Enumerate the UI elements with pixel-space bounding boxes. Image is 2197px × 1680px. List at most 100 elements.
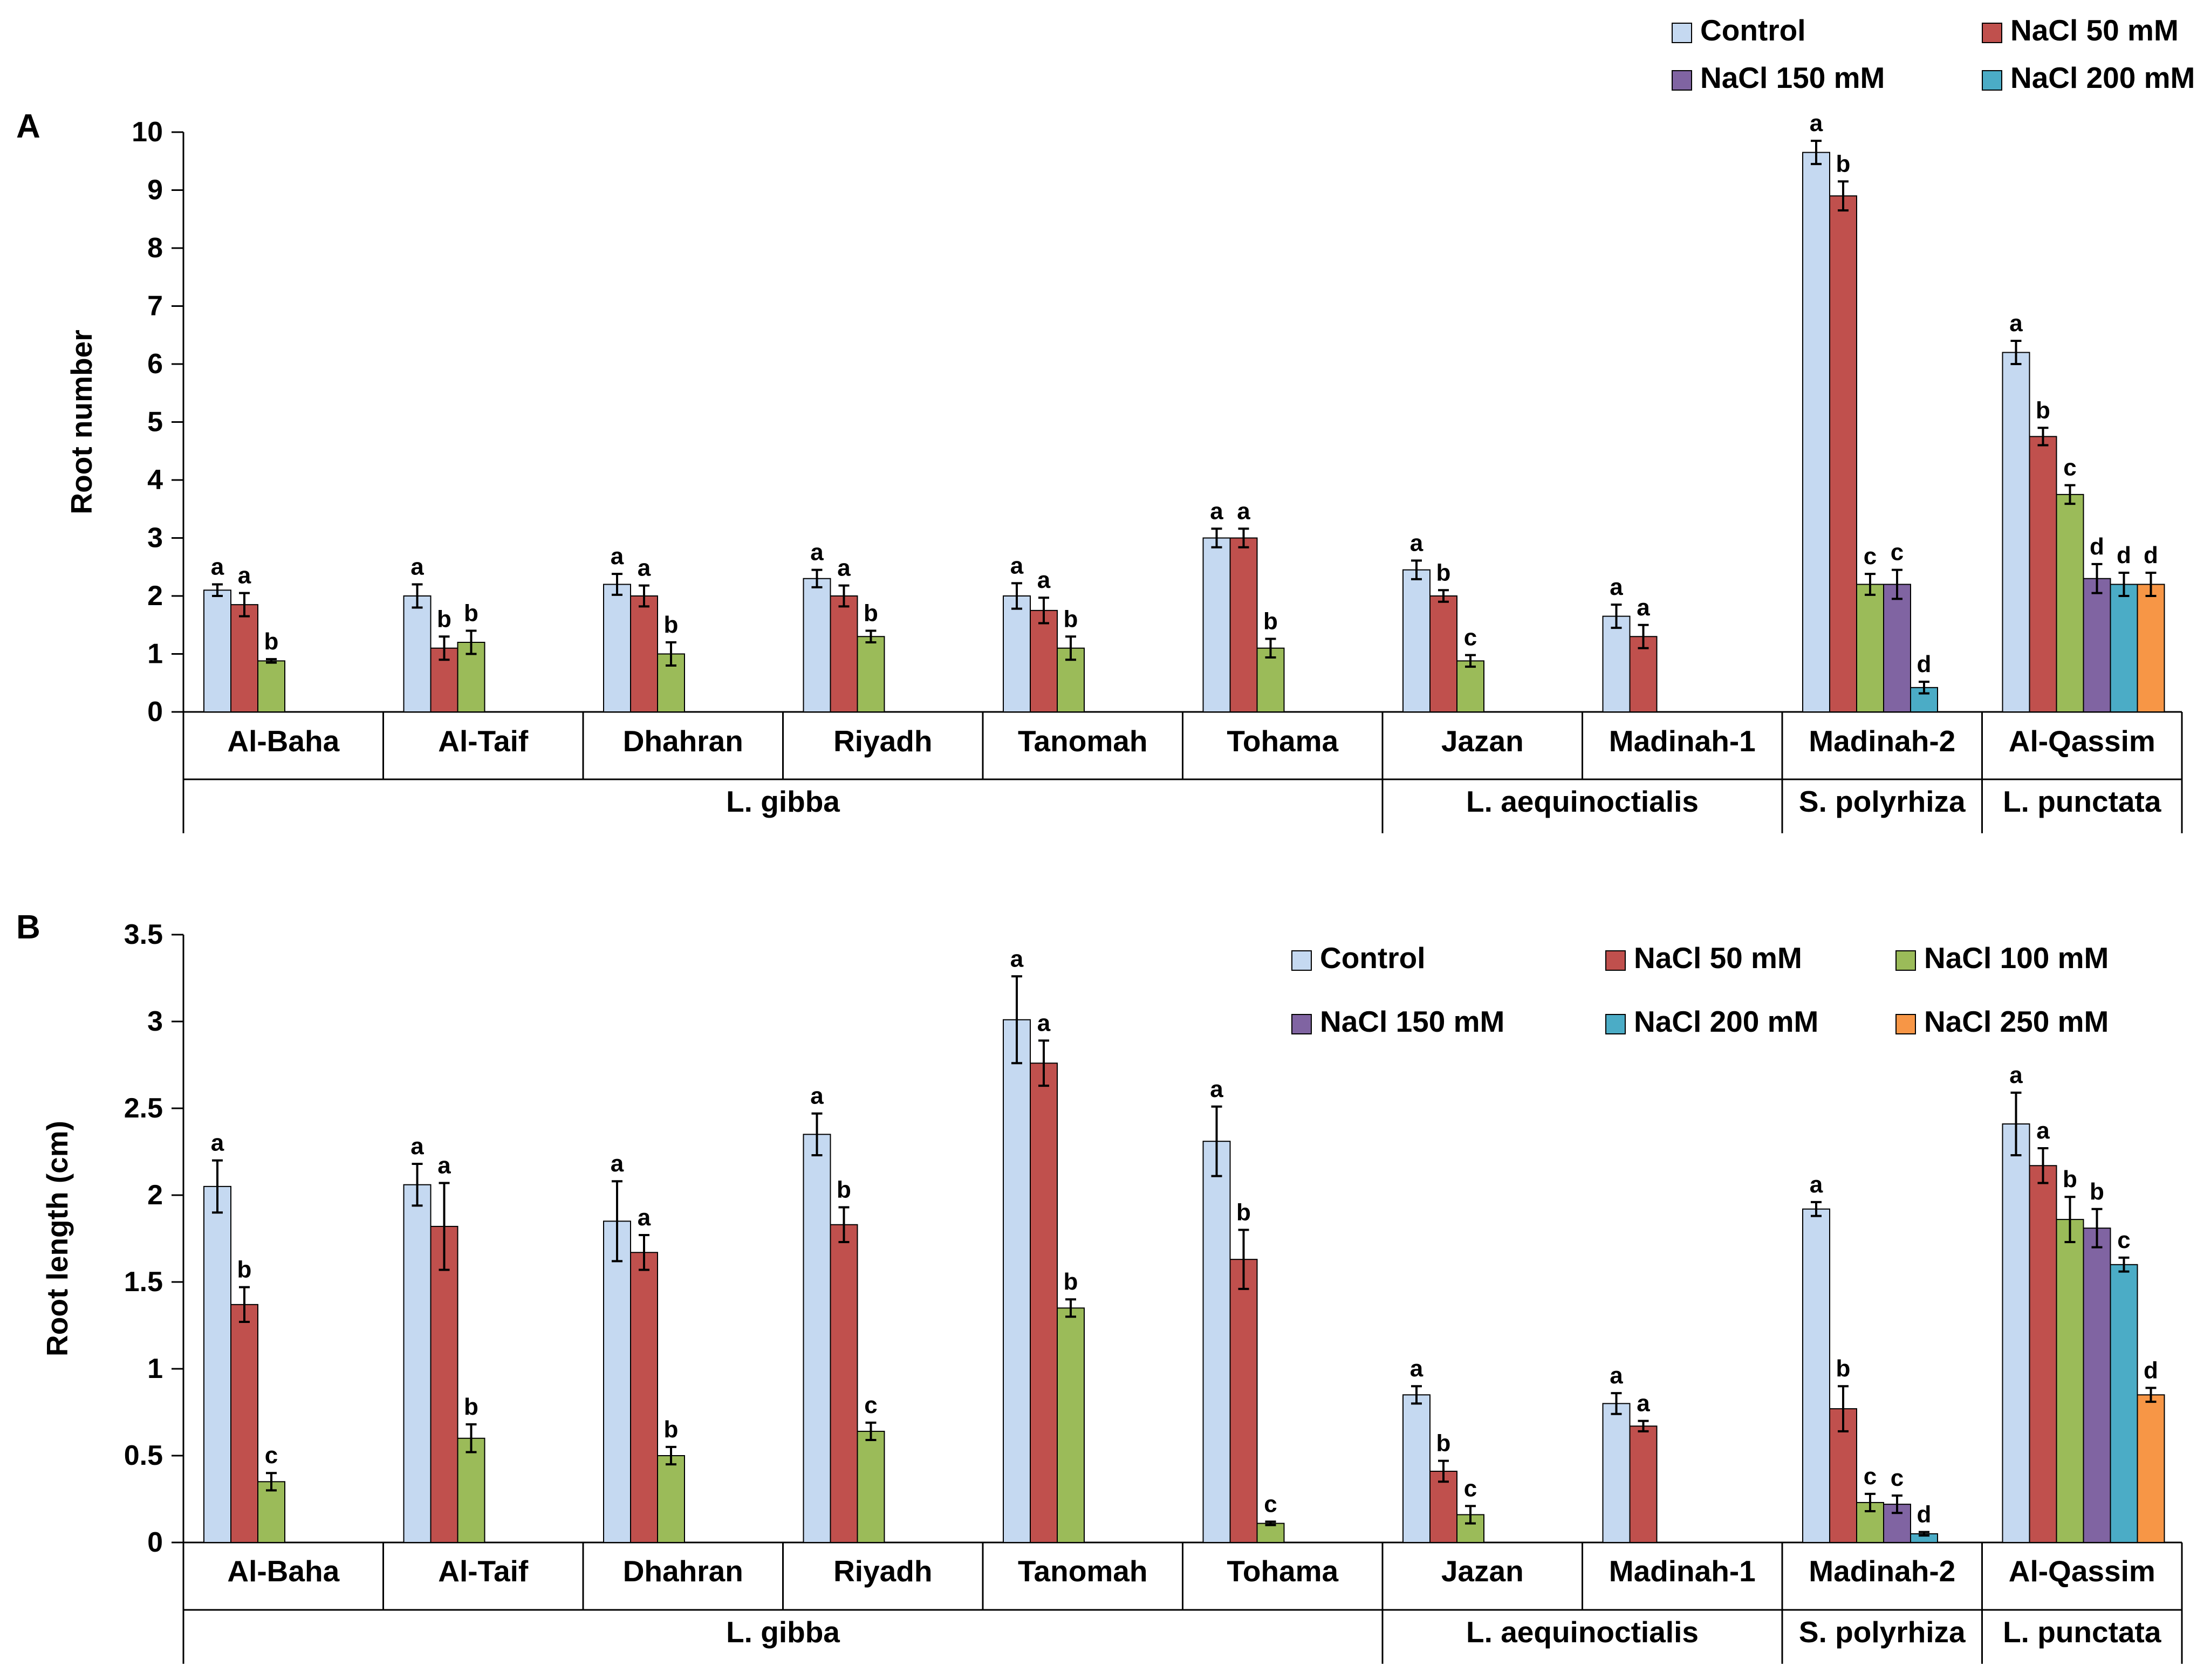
panel-b: B Root length (cm) 0 0.5 1 1.5 2 2.5 3 3.5 Al-Baha… <box>16 909 2183 1664</box>
panel-b-category-label-al-taif: Al-Taif <box>438 1554 529 1588</box>
panel-b-category-label-tanomah: Tanomah <box>1018 1554 1147 1588</box>
panel-b-y-tick-label: 0.5 <box>124 1440 163 1471</box>
panel-a-significance-letter: a <box>1410 530 1423 556</box>
panel-a-bar-tohama-nacl-50-mm <box>1229 537 1258 712</box>
panel-b-y-tick-label: 1.5 <box>124 1266 163 1298</box>
panel-a-significance-letter: a <box>1610 574 1623 600</box>
panel-b-species-label-l-punctata: L. punctata <box>2003 1615 2161 1649</box>
panel-a-significance-letter: a <box>611 543 624 570</box>
panel-b-species-label-l-aequinoctialis: L. aequinoctialis <box>1466 1615 1699 1649</box>
panel-b-legend-swatch-nacl-250-mm <box>1895 1014 1916 1034</box>
panel-a-bar-tanomah-nacl-50-mm <box>1030 609 1058 712</box>
panel-a-significance-letter: c <box>1891 539 1904 566</box>
panel-a-y-tick-label: 8 <box>147 232 163 264</box>
panel-a-bar-al-qassim-nacl-50-mm <box>2029 436 2057 712</box>
panel-a-legend-swatch-nacl-150-mm <box>1672 70 1692 91</box>
panel-a-significance-letter: d <box>2144 542 2158 568</box>
panel-b-bar-jazan-control <box>1402 1394 1431 1544</box>
panel-a-y-tick-label: 10 <box>132 116 163 148</box>
panel-b-y-tick-label: 2 <box>147 1180 163 1211</box>
panel-b-significance-letter: b <box>1064 1268 1078 1295</box>
panel-a-legend-swatch-control <box>1672 23 1692 43</box>
panel-a-bar-riyadh-control <box>803 578 831 712</box>
panel-a-significance-letter: a <box>410 554 424 580</box>
panel-a-category-label-tohama: Tohama <box>1227 724 1338 758</box>
panel-b-significance-letter: a <box>1610 1362 1623 1389</box>
panel-b-bar-al-qassim-nacl-100-mm <box>2056 1219 2084 1544</box>
panel-a-significance-letter: a <box>1637 594 1650 621</box>
panel-b-bar-dhahran-control <box>603 1220 631 1544</box>
panel-a-significance-letter: d <box>1917 651 1932 677</box>
panel-b-significance-letter: b <box>237 1257 252 1283</box>
panel-a-significance-letter: a <box>837 555 851 581</box>
panel-a-bar-al-baha-nacl-50-mm <box>230 604 258 712</box>
panel-b-bar-riyadh-nacl-50-mm <box>830 1224 858 1543</box>
panel-b-significance-letter: d <box>2144 1357 2158 1383</box>
panel-b-significance-letter: c <box>2117 1227 2130 1253</box>
panel-b-significance-letter: a <box>1410 1355 1423 1382</box>
panel-b-significance-letter: b <box>1836 1355 1851 1382</box>
panel-a-species-label-l-punctata: L. punctata <box>2003 785 2161 818</box>
panel-a-legend-label-control: Control <box>1700 13 1806 47</box>
panel-b-y-tick-label: 3 <box>147 1006 163 1037</box>
panel-a-y-tick-label: 2 <box>147 580 163 612</box>
panel-b-significance-letter: a <box>1210 1076 1223 1102</box>
panel-a-bar-tohama-nacl-100-mm <box>1256 647 1285 712</box>
panel-b-category-label-dhahran: Dhahran <box>623 1554 743 1588</box>
panel-a-legend-label-nacl-200-mm: NaCl 200 mM <box>2010 61 2195 94</box>
panel-a-significance-letter: b <box>437 606 451 632</box>
panel-a-bar-al-baha-control <box>203 589 231 712</box>
panel-b-legend-label-nacl-150-mm: NaCl 150 mM <box>1320 1005 1504 1038</box>
panel-b-bar-tanomah-nacl-50-mm <box>1030 1062 1058 1543</box>
panel-a-bar-tohama-control <box>1202 537 1231 712</box>
panel-a-significance-letter: b <box>1436 559 1451 586</box>
panel-a-bar-jazan-nacl-100-mm <box>1456 660 1484 713</box>
panel-b-significance-letter: a <box>410 1133 424 1160</box>
panel-b-y-tick-label: 2.5 <box>124 1093 163 1124</box>
panel-a-legend-label-nacl-150-mm: NaCl 150 mM <box>1700 61 1885 94</box>
panel-a-label: A <box>16 108 40 145</box>
panel-a-species-label-l-gibba: L. gibba <box>726 785 840 818</box>
panel-a-bar-dhahran-control <box>603 584 631 712</box>
panel-b-category-label-riyadh: Riyadh <box>833 1554 932 1588</box>
panel-b-category-label-al-baha: Al-Baha <box>227 1554 339 1588</box>
panel-a-bar-al-qassim-control <box>2002 352 2030 712</box>
panel-b-bar-tohama-control <box>1202 1141 1231 1543</box>
panel-b-significance-letter: d <box>1917 1501 1932 1528</box>
panel-b-significance-letter: a <box>638 1204 651 1231</box>
panel-b-category-label-al-qassim: Al-Qassim <box>2009 1554 2155 1588</box>
panel-b-y-tick-label: 0 <box>147 1527 163 1558</box>
panel-b-bar-al-taif-nacl-50-mm <box>430 1225 458 1543</box>
panel-a-category-label-al-taif: Al-Taif <box>438 724 529 758</box>
panel-b-legend-swatch-nacl-100-mm <box>1895 950 1916 971</box>
panel-b-legend-label-nacl-50-mm: NaCl 50 mM <box>1634 941 1802 975</box>
panel-b-bar-al-taif-nacl-100-mm <box>457 1437 485 1544</box>
panel-a-bar-tanomah-control <box>1003 595 1031 712</box>
panel-a-bar-jazan-control <box>1402 569 1431 712</box>
panel-b-category-label-madinah-1: Madinah-1 <box>1609 1554 1756 1588</box>
panel-b-significance-letter: a <box>437 1152 451 1178</box>
panel-a-significance-letter: c <box>1464 625 1477 651</box>
panel-b-bar-tohama-nacl-100-mm <box>1256 1523 1285 1544</box>
panel-b-bar-al-baha-nacl-100-mm <box>257 1481 285 1544</box>
panel-a-significance-letter: b <box>2036 397 2050 423</box>
panel-b-legend-swatch-nacl-150-mm <box>1291 1014 1312 1034</box>
panel-b-legend-label-control: Control <box>1320 941 1426 975</box>
panel-a-significance-letter: a <box>1010 552 1024 579</box>
panel-a-significance-letter: b <box>1064 606 1078 632</box>
panel-b-label: B <box>16 909 40 946</box>
panel-a-category-label-riyadh: Riyadh <box>833 724 932 758</box>
panel-b-bar-riyadh-nacl-100-mm <box>857 1430 885 1543</box>
panel-a-bar-jazan-nacl-50-mm <box>1429 595 1457 712</box>
panel-a-y-tick-label: 0 <box>147 696 163 728</box>
panel-b-significance-letter: b <box>664 1416 679 1443</box>
panel-b-significance-letter: c <box>1891 1465 1904 1491</box>
panel-b-y-tick-label: 1 <box>147 1353 163 1384</box>
panel-a-category-label-madinah-1: Madinah-1 <box>1609 724 1756 758</box>
panel-b-y-axis-label: Root length (cm) <box>40 1121 74 1356</box>
panel-b-species-label-l-gibba: L. gibba <box>726 1615 840 1649</box>
panel-a-significance-letter: a <box>810 539 824 566</box>
panel-b-category-label-madinah-2: Madinah-2 <box>1809 1554 1955 1588</box>
